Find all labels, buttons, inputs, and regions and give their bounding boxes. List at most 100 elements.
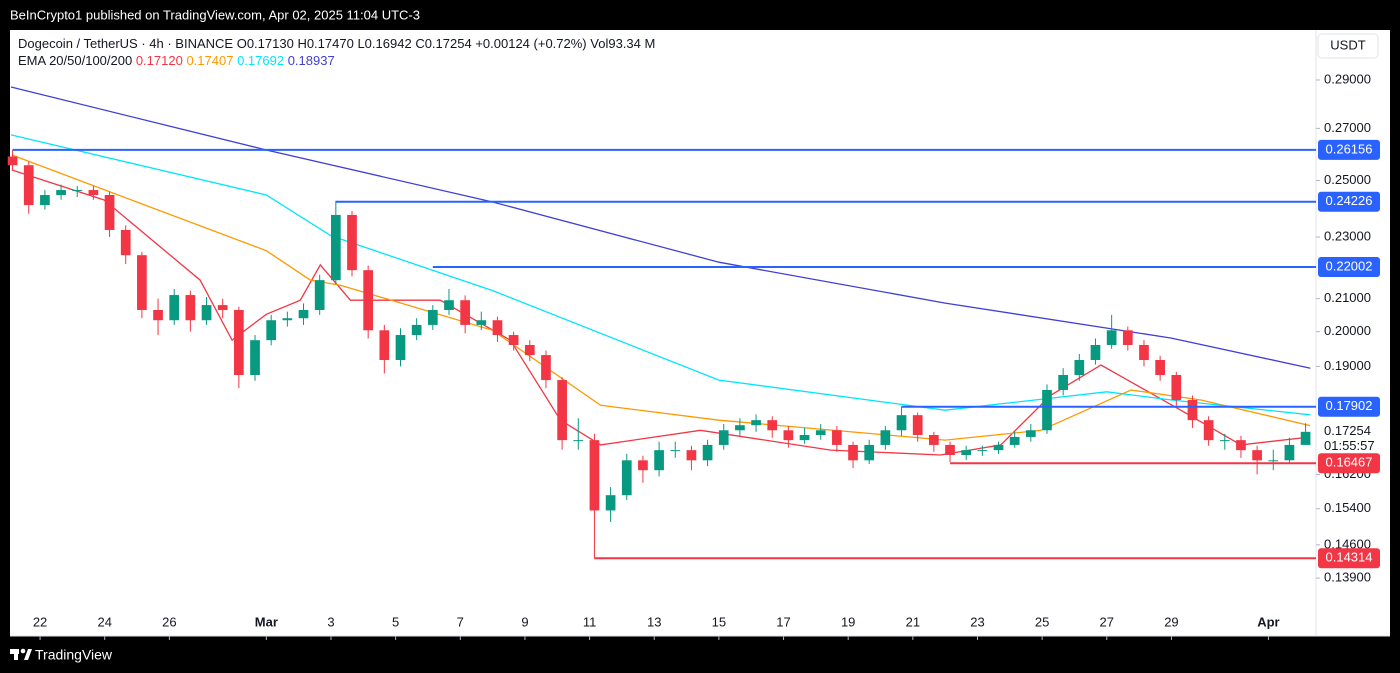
x-tick-label: 24 [97,614,111,629]
ema-value: 0.17407 [186,53,233,68]
candle-body [1268,460,1279,462]
candle-body [104,195,115,230]
candle-body [314,280,325,310]
ohlc-value: Vol93.34 M [590,36,655,51]
candle-body [1187,400,1198,421]
level-label-box [1318,139,1380,160]
candle-body [508,335,519,345]
candle-body [476,320,487,325]
y-tick-label: 0.25000 [1324,172,1371,187]
candle-body [137,255,147,310]
candle-body [185,295,196,321]
candle-body [1219,440,1230,442]
candle-body [201,305,212,321]
candle-body [541,355,551,381]
candle-body [411,324,422,336]
candle-body [799,434,810,441]
y-tick-label: 0.29000 [1324,71,1371,86]
candle-body [1106,330,1117,345]
candle-body [896,415,907,431]
level-label: 0.24226 [1326,193,1373,208]
candle-body [460,300,470,325]
candle-body [718,430,729,445]
x-tick-label: 11 [583,614,597,629]
candle-body [72,190,83,192]
candle-body [1252,450,1262,461]
x-tick-label: Mar [255,614,278,629]
brand: TradingView [35,647,113,663]
candle-body [427,309,438,325]
currency-box[interactable] [1317,33,1379,59]
x-tick-label: 17 [776,614,790,629]
candle-body [444,300,454,310]
candle-body [217,305,228,310]
candle-body [40,195,50,206]
x-tick-label: 22 [33,614,47,629]
ema-line [11,154,1311,441]
candle-body [298,309,309,319]
x-tick-label: 3 [327,614,334,629]
candle-body [56,190,66,196]
x-tick-label: 13 [647,614,661,629]
candle-body [767,420,778,431]
candle-body [1090,344,1101,361]
ema-value: 0.18937 [288,53,335,68]
published-note: BeInCrypto1 published on TradingView.com… [10,7,420,22]
candle-body [702,444,713,461]
candle-body [1025,430,1036,437]
candle-body [832,430,842,445]
level-label-box [1318,453,1380,474]
candle-body [120,229,131,256]
candle-body [686,450,697,461]
chart-panel [10,30,1390,636]
candle-body [330,214,341,281]
candle-body [1074,360,1085,375]
candle-body [1155,360,1165,375]
x-tick-label: 7 [457,614,464,629]
level-label: 0.17902 [1326,398,1373,413]
ema-value: 0.17692 [237,53,284,68]
candle-body [250,340,260,375]
ema-value: 0.17120 [136,53,183,68]
x-tick-label: 23 [970,614,984,629]
candle-body [1236,440,1246,451]
candle-body [524,344,535,356]
candle-body [638,460,648,471]
legend-ema: EMA 20/50/100/200 0.17120 0.17407 0.1769… [18,53,335,68]
candle-body [1009,436,1020,445]
candle-body [363,270,374,331]
x-tick-label: 19 [841,614,855,629]
ohlc-value: +0.00124 (+0.72%) [475,36,586,51]
candle-body [735,425,745,431]
y-tick-label: 0.20000 [1324,323,1371,338]
candle-body [1284,444,1295,461]
candle-body [1122,330,1133,345]
candle-body [880,430,891,445]
candle-body [1139,344,1149,361]
x-tick-label: Apr [1257,614,1279,629]
candle-body [234,309,244,375]
candle-body [1203,420,1214,441]
level-label-box [1318,257,1380,278]
candle-body [1171,374,1182,401]
candle-body [605,495,616,511]
candle-body [88,190,99,196]
candle-body [815,430,826,435]
y-tick-label: 0.15400 [1324,500,1371,515]
x-tick-label: 27 [1100,614,1114,629]
candle-body [621,460,632,496]
level-label-box [1318,396,1380,417]
candle-body [282,318,293,321]
symbol: Dogecoin / TetherUS · 4h · BINANCE [18,36,233,51]
candle-body [961,450,972,456]
candle-body [929,434,939,445]
level-label-box [1318,548,1380,569]
candle-body [23,165,34,206]
y-tick-label: 0.23000 [1324,228,1371,243]
level-label: 0.22002 [1326,258,1373,273]
level-label-box [1318,191,1380,212]
candle-body [169,295,180,321]
y-tick-label: 0.19000 [1324,358,1371,373]
